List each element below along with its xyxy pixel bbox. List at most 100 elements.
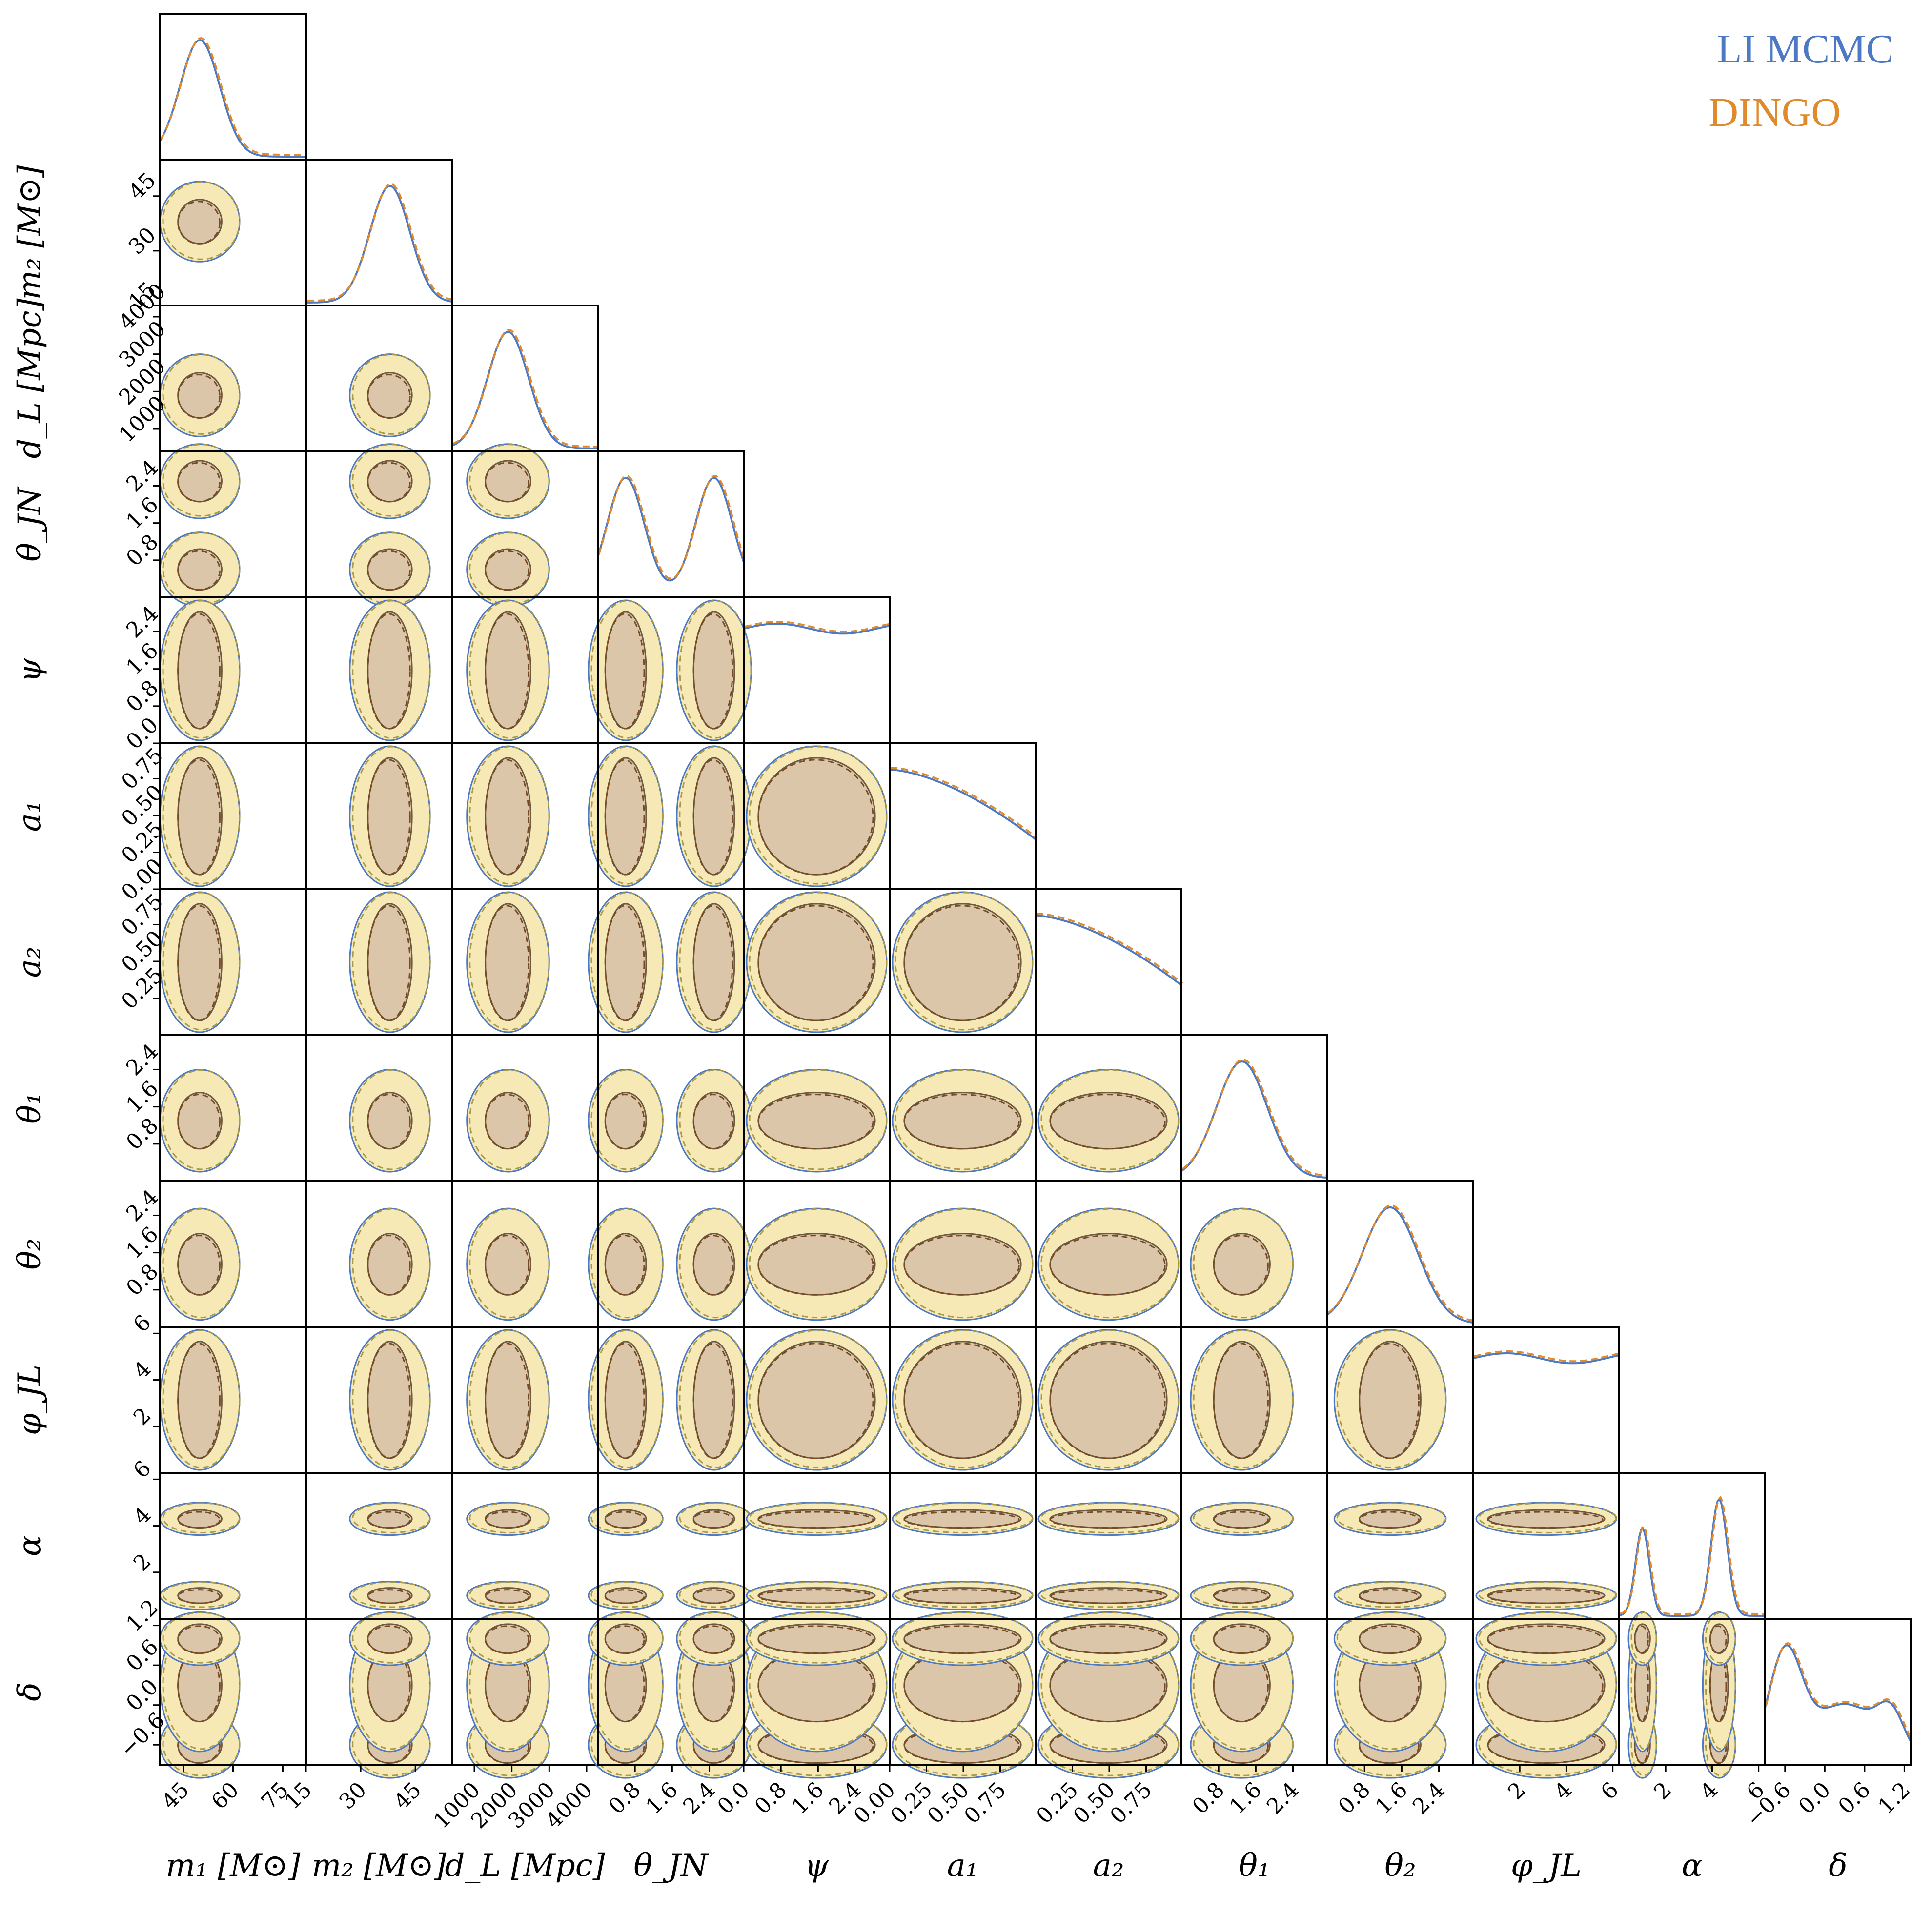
panel-dL-vs-m2-region-0-0-inner-dingo (367, 374, 411, 419)
panel-phiJL-vs-theta1-region-0-0-outer-dingo (1193, 1329, 1294, 1468)
panel-alpha-vs-theta2-region-0-0-inner-dingo (1359, 1589, 1420, 1604)
panel-delta-vs-m2-region-0-2-inner-li-mcmc (367, 1623, 413, 1654)
ytick-label-psi-0: 0.0 (122, 713, 163, 754)
ytick-label-thetaJN-1: 1.6 (122, 492, 163, 534)
panel-a2-vs-m1-region-0-0-inner-dingo (177, 905, 221, 1021)
panel-delta-vs-alpha-region-0-2-inner-dingo (1634, 1625, 1649, 1654)
panel-delta-vs-psi-region-0-1-inner-dingo (757, 1650, 874, 1723)
marginal-theta1-dingo (1181, 1058, 1329, 1177)
xtick-label-a1-2: 0.50 (923, 1777, 974, 1829)
panel-phiJL-vs-psi-region-0-0-outer-dingo (749, 1329, 888, 1468)
panel-delta-vs-theta1-region-0-1-outer-dingo (1193, 1618, 1294, 1750)
xtick-label-m2-1: 30 (334, 1777, 371, 1814)
xtick-label-thetaJN-1: 1.6 (641, 1777, 683, 1819)
panel-delta-vs-a1-region-0-1-inner-dingo (903, 1650, 1020, 1723)
panel-a1-vs-m2-region-0-0-inner-dingo (367, 759, 411, 876)
panel-psi-vs-dL-region-0-0-outer-dingo (469, 600, 550, 739)
xlabel-a1: a₁ (947, 1848, 978, 1884)
ylabel-thetaJN: θ_JN (12, 486, 48, 561)
xtick-label-theta2-0: 0.8 (1334, 1777, 1376, 1819)
xtick-label-phiJL-2: 6 (1596, 1777, 1624, 1805)
panel-alpha-vs-a1-region-0-0-inner-dingo (903, 1589, 1020, 1604)
panel-a2-vs-psi-region-0-0-outer-dingo (749, 892, 888, 1031)
panel-delta-vs-m2-region-0-0-outer-dingo (352, 1711, 431, 1776)
panel-dL-vs-m1-region-0-0-inner-dingo (177, 374, 221, 419)
panel-delta-vs-phiJL-region-0-2-outer-dingo (1478, 1611, 1617, 1664)
panel-a2-vs-thetaJN-region-0-0-inner-dingo (604, 905, 645, 1021)
xtick-label-a1-3: 0.75 (959, 1777, 1011, 1829)
marginal-dL-dingo (452, 328, 599, 448)
panel-psi-vs-thetaJN-region-0-0-inner-dingo (604, 613, 645, 730)
panel-phiJL-vs-a1-region-0-0-inner-dingo (903, 1343, 1020, 1459)
ylabel-dL: d_L [Mpc] (12, 298, 48, 458)
panel-theta2-vs-dL-region-0-0-inner-dingo (485, 1235, 529, 1296)
marginal-psi-dingo (744, 621, 891, 633)
xlabel-m2: m₂ [M⊙] (312, 1848, 447, 1884)
xlabel-psi: ψ (804, 1848, 829, 1884)
marginal-theta2-dingo (1327, 1204, 1475, 1322)
xtick-label-m2-0: 15 (280, 1777, 317, 1814)
panel-theta1-vs-m2-region-0-0-inner-li-mcmc (367, 1092, 413, 1150)
panel-thetaJN-vs-m2-region-0-1-inner-dingo (367, 462, 411, 503)
panel-theta2-vs-m1-region-0-0-inner-li-mcmc (177, 1233, 223, 1296)
panel-theta1-vs-a2-region-0-0-inner-li-mcmc (1049, 1092, 1168, 1150)
ytick-label-phiJL-0: 2 (129, 1403, 156, 1430)
panel-delta-vs-theta2-region-0-1-outer-dingo (1336, 1618, 1447, 1750)
xtick-label-theta1-2: 2.4 (1262, 1777, 1304, 1819)
panel-alpha-vs-theta1-region-0-1-outer-dingo (1193, 1502, 1294, 1534)
panel-alpha-vs-thetaJN-region-0-0-inner-dingo (604, 1589, 645, 1604)
panel-phiJL-vs-thetaJN-region-0-0-inner-dingo (604, 1343, 645, 1459)
panel-delta-vs-alpha-region-0-2-outer-dingo (1630, 1611, 1657, 1664)
panel-delta-vs-m1-region-0-2-outer-dingo (162, 1611, 241, 1664)
marginal-m1-dingo (160, 37, 307, 156)
ytick-label-psi-2: 1.6 (122, 638, 163, 680)
panel-m2-vs-m1-region-0-0-inner-dingo (177, 201, 221, 245)
panel-theta2-vs-m2-region-0-0-inner-dingo (367, 1235, 411, 1296)
panel-alpha-vs-m2-region-0-1-inner-dingo (367, 1511, 411, 1529)
marginal-phiJL-li-mcmc (1473, 1352, 1620, 1365)
panel-theta2-vs-theta2-frame (1326, 1180, 1474, 1328)
panel-phiJL-vs-m1-region-0-0-inner-dingo (177, 1343, 221, 1459)
panel-delta-vs-a2-region-0-2-inner-dingo (1049, 1625, 1166, 1654)
panel-delta-vs-alpha-region-1-2-inner-dingo (1709, 1625, 1727, 1654)
panel-alpha-vs-phiJL-region-0-1-outer-dingo (1478, 1502, 1617, 1534)
xtick-label-m1-0: 45 (157, 1777, 194, 1814)
ytick-label-alpha-1: 4 (129, 1502, 156, 1529)
xlabel-thetaJN: θ_JN (633, 1848, 709, 1884)
panel-a2-vs-psi-region-0-0-inner-dingo (757, 905, 874, 1021)
panel-thetaJN-vs-m2-region-0-0-inner-li-mcmc (367, 548, 413, 591)
ylabel-theta1: θ₁ (12, 1092, 48, 1123)
panel-alpha-vs-m1-region-0-1-inner-dingo (177, 1511, 221, 1529)
marginal-alpha-li-mcmc (1619, 1497, 1765, 1617)
panel-theta1-vs-a1-region-0-0-outer-dingo (895, 1069, 1034, 1170)
panel-theta1-vs-m1-region-0-0-outer-dingo (162, 1069, 241, 1170)
ytick-label-theta1-0: 0.8 (122, 1113, 163, 1155)
ytick-label-delta-3: 1.2 (122, 1595, 163, 1637)
panel-dL-vs-m2-region-0-0-outer-dingo (352, 354, 431, 435)
panel-psi-vs-thetaJN-region-0-0-outer-dingo (590, 600, 664, 739)
marginal-a2-dingo (1036, 913, 1183, 984)
marginal-a1-li-mcmc (889, 769, 1037, 840)
panel-a1-vs-thetaJN-region-1-0-inner-dingo (692, 759, 733, 876)
panel-delta-vs-theta1-region-0-2-outer-dingo (1193, 1611, 1294, 1664)
xtick-label-m1-1: 60 (207, 1777, 244, 1814)
panel-thetaJN-vs-m2-region-0-0-outer-dingo (352, 532, 431, 605)
panel-theta2-vs-dL-region-0-0-outer-dingo (469, 1208, 550, 1319)
ylabel-alpha: α (12, 1535, 48, 1556)
panel-phiJL-vs-theta2-region-0-0-inner-li-mcmc (1359, 1341, 1422, 1459)
panel-theta1-vs-a2-region-0-0-outer-dingo (1040, 1069, 1180, 1170)
panel-delta-vs-alpha-region-1-2-inner-li-mcmc (1709, 1623, 1729, 1654)
xtick-label-theta2-1: 1.6 (1371, 1777, 1413, 1819)
panel-theta2-vs-a2-region-0-0-inner-dingo (1049, 1235, 1166, 1296)
panel-theta1-vs-theta1-frame (1180, 1034, 1328, 1182)
marginal-theta2-li-mcmc (1326, 1206, 1474, 1324)
marginal-m1-li-mcmc (159, 39, 306, 158)
panel-a1-vs-m2-region-0-0-outer-dingo (352, 746, 431, 885)
panel-alpha-vs-m2-region-0-0-inner-dingo (367, 1589, 411, 1604)
ytick-label-phiJL-2: 6 (129, 1310, 156, 1337)
panel-alpha-vs-a1-region-0-1-outer-dingo (895, 1502, 1034, 1534)
panel-delta-vs-psi-region-0-2-inner-dingo (757, 1625, 874, 1654)
panel-alpha-vs-a2-region-0-1-outer-dingo (1040, 1502, 1180, 1534)
xtick-label-alpha-0: 2 (1649, 1777, 1676, 1805)
